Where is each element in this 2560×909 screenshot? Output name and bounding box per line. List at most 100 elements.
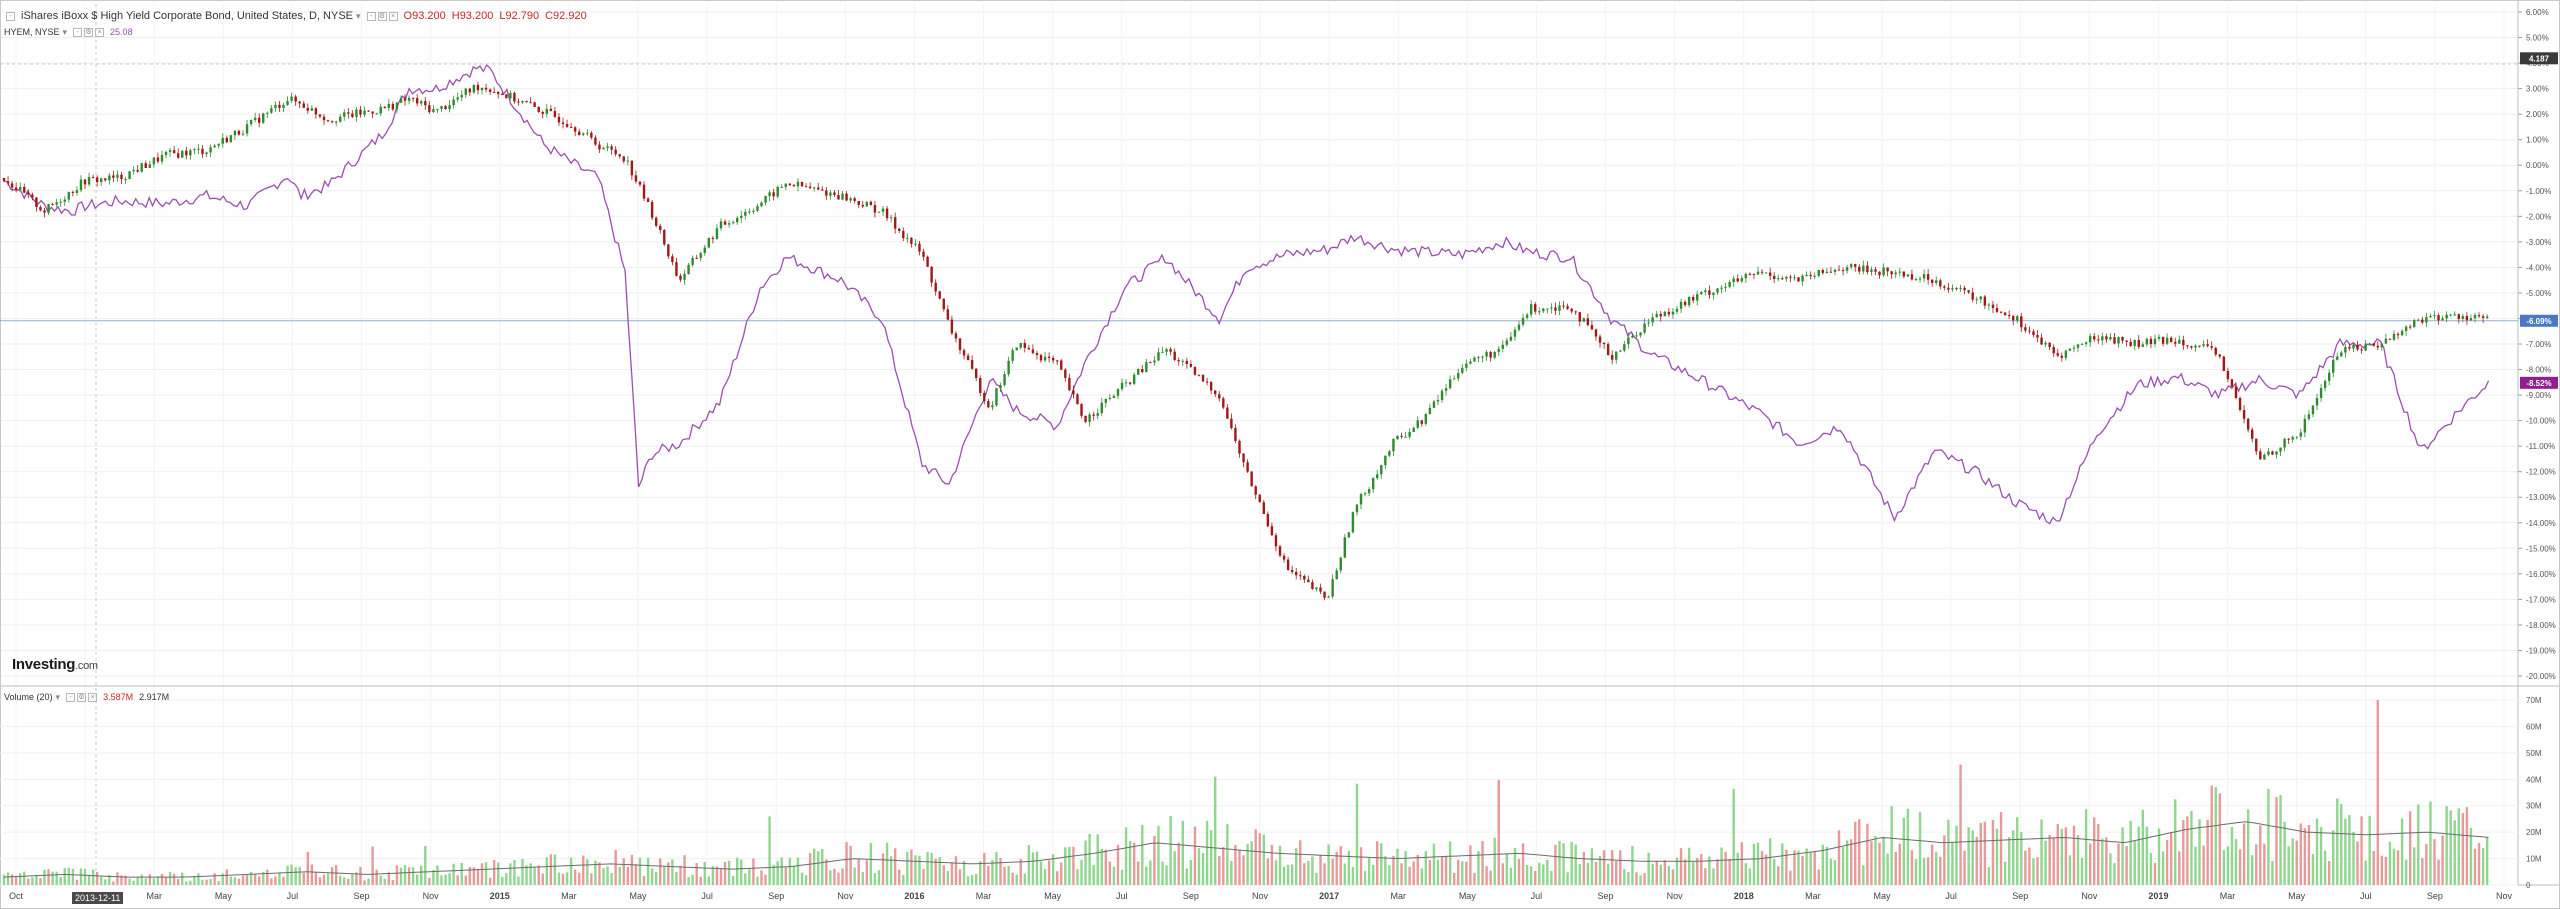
volume-bar [654,871,658,885]
candle-body [517,101,520,103]
square-minus-icon[interactable]: - [73,27,83,37]
volume-bar [488,877,492,885]
candle-body [2040,337,2043,345]
chevron-down-icon[interactable]: ▾ [55,691,61,702]
volume-bar [2056,823,2059,885]
candle-body [938,291,941,299]
volume-bar [630,854,634,885]
volume-bar [1363,871,1367,885]
volume-bar [1902,817,1906,885]
volume-bar [371,846,374,885]
candle-body [1473,357,1476,362]
volume-bar [1153,835,1156,885]
volume-bar [6,872,10,885]
volume-bar [845,842,848,885]
candle-body [2060,355,2064,358]
x-tick-label: May [1044,891,1062,901]
volume-bar [610,873,613,885]
candle-body [152,157,156,165]
square-minus-icon[interactable]: - [6,11,15,21]
volume-bar [217,881,220,885]
candle-body [845,193,848,201]
volume-bar [1708,856,1711,885]
chevron-down-icon[interactable]: ▾ [62,26,68,37]
candle-body [1376,474,1379,479]
volume-bar [1655,861,1658,885]
candle-body [63,199,66,202]
candle-body [298,101,301,104]
volume-bar [1242,855,1245,885]
square-minus-icon[interactable]: - [366,11,376,21]
candle-body [2068,348,2072,351]
candle-body [6,181,10,184]
candle-body [1586,318,1590,326]
volume-bar [1250,841,1253,885]
candle-body [2340,352,2343,357]
candle-body [573,127,577,132]
volume-bar [1205,820,1209,885]
main-price-badge: -6.09% [2526,317,2551,326]
volume-bar [861,871,864,885]
volume-bar [2093,817,2096,885]
candle-body [1667,311,1671,315]
volume-bar [525,865,528,885]
candle-body [711,238,715,240]
volume-bar [415,874,419,885]
candle-body [1886,267,1889,272]
close-icon[interactable]: × [88,692,98,702]
close-icon[interactable]: × [388,11,398,21]
close-icon[interactable]: × [95,27,105,37]
volume-bar [1995,828,1999,885]
volume-bar [914,855,917,885]
candle-body [160,155,164,162]
gear-icon[interactable]: ⚙ [77,692,87,702]
gear-icon[interactable]: ⚙ [84,27,94,37]
candle-body [2437,315,2440,321]
candle-body [1837,269,1841,271]
volume-bar [298,866,301,885]
candle-body [326,120,330,122]
chevron-down-icon[interactable]: ▾ [356,10,361,21]
candle-body [399,98,403,103]
volume-bar [1623,869,1626,885]
candle-body [1590,325,1594,330]
volume-bar [2263,843,2266,885]
candle-body [1643,323,1646,333]
candle-body [861,204,864,207]
candle-body [59,201,62,203]
square-minus-icon[interactable]: - [66,692,76,702]
y-tick-label: 2.00% [2526,110,2549,119]
candle-body [424,101,427,106]
candle-body [2449,314,2452,316]
candle-body [407,97,411,101]
y-tick-label: -17.00% [2526,595,2556,604]
volume-bar [869,843,873,885]
candle-body [1363,493,1367,495]
volume-bar [1347,850,1351,885]
gear-icon[interactable]: ⚙ [377,11,387,21]
candle-body [1088,414,1091,422]
compare-series-label: HYEM, NYSE [4,27,60,37]
top-price-badge-bg [2520,52,2558,65]
candle-body [2036,334,2039,338]
candle-body [663,230,666,245]
candle-body [2287,438,2290,440]
volume-bar [1542,864,1545,885]
volume-bar [1991,819,1995,885]
candle-body [1773,275,1776,280]
volume-bar [1716,859,1719,885]
volume-bar [306,851,310,885]
candle-body [1558,305,1561,311]
candle-body [784,183,788,187]
volume-bar [2279,795,2282,885]
candle-body [383,106,386,108]
volume-bar [1404,850,1407,885]
volume-bar [1615,860,1618,885]
volume-bar [330,867,334,885]
candle-body [1380,465,1383,475]
volume-bar [877,870,881,885]
volume-bar [2072,825,2076,885]
volume-bar [2153,862,2157,885]
